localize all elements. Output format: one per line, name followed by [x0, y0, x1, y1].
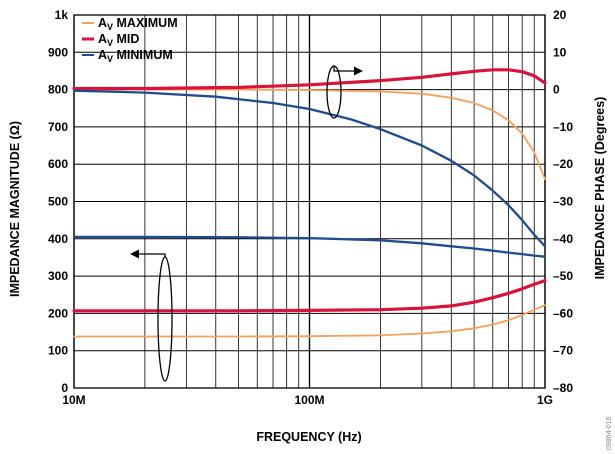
- right-tick-label: –30: [553, 195, 573, 209]
- left-tick-label: 800: [48, 83, 68, 97]
- right-axis-title: IMPEDANCE PHASE (Degrees): [593, 97, 607, 280]
- legend-label: AV MINIMUM: [98, 48, 173, 64]
- series-line-phase-av-maximum: [73, 88, 546, 181]
- left-tick-label: 300: [48, 269, 68, 283]
- left-tick-label: 400: [48, 232, 68, 246]
- left-tick-label: 0: [61, 381, 68, 395]
- right-axis-arrow: [333, 66, 363, 76]
- x-tick-label: 10M: [62, 393, 85, 407]
- left-tick-label: 1k: [55, 8, 69, 22]
- right-tick-label: –10: [553, 120, 573, 134]
- series-lines: [72, 68, 547, 338]
- plot-frame: [73, 14, 546, 389]
- left-tick-label: 100: [48, 344, 68, 358]
- x-tick-label: 1G: [537, 393, 553, 407]
- right-axis-ticks: 20 10 0 –10 –20 –30 –40 –50 –60 –70 –80: [553, 8, 573, 395]
- phase-group-ellipse: [326, 65, 342, 119]
- right-tick-label: 20: [553, 8, 567, 22]
- series-line-magnitude-av-minimum: [72, 235, 547, 258]
- legend-label: AV MID: [98, 32, 139, 48]
- left-axis-ticks: 0 100 200 300 400 500 600 700 800 900 1k: [48, 8, 68, 395]
- x-axis-ticks: 10M 100M 1G: [62, 393, 553, 407]
- figure-id: 09864-016: [606, 416, 613, 450]
- left-tick-label: 200: [48, 306, 68, 320]
- right-tick-label: –60: [553, 306, 573, 320]
- series-line-magnitude-av-maximum: [73, 304, 546, 338]
- right-tick-label: –50: [553, 269, 573, 283]
- x-tick-label: 100M: [294, 393, 324, 407]
- left-axis-title: IMPEDANCE MAGNITUDE (Ω): [8, 121, 22, 297]
- left-tick-label: 700: [48, 120, 68, 134]
- right-tick-label: –80: [553, 381, 573, 395]
- left-tick-label: 500: [48, 195, 68, 209]
- right-tick-label: –20: [553, 157, 573, 171]
- series-line-phase-av-mid: [72, 68, 547, 91]
- right-tick-label: 10: [553, 45, 567, 59]
- series-line-magnitude-av-mid: [72, 279, 547, 313]
- left-tick-label: 900: [48, 45, 68, 59]
- x-axis-title: FREQUENCY (Hz): [256, 430, 361, 444]
- series-line-phase-av-minimum: [72, 89, 547, 248]
- right-tick-label: 0: [553, 83, 560, 97]
- legend-label: AV MAXIMUM: [98, 16, 178, 32]
- left-tick-label: 600: [48, 157, 68, 171]
- annotations: [130, 65, 363, 382]
- right-tick-label: –70: [553, 344, 573, 358]
- left-axis-arrow: [130, 249, 166, 259]
- right-tick-label: –40: [553, 232, 573, 246]
